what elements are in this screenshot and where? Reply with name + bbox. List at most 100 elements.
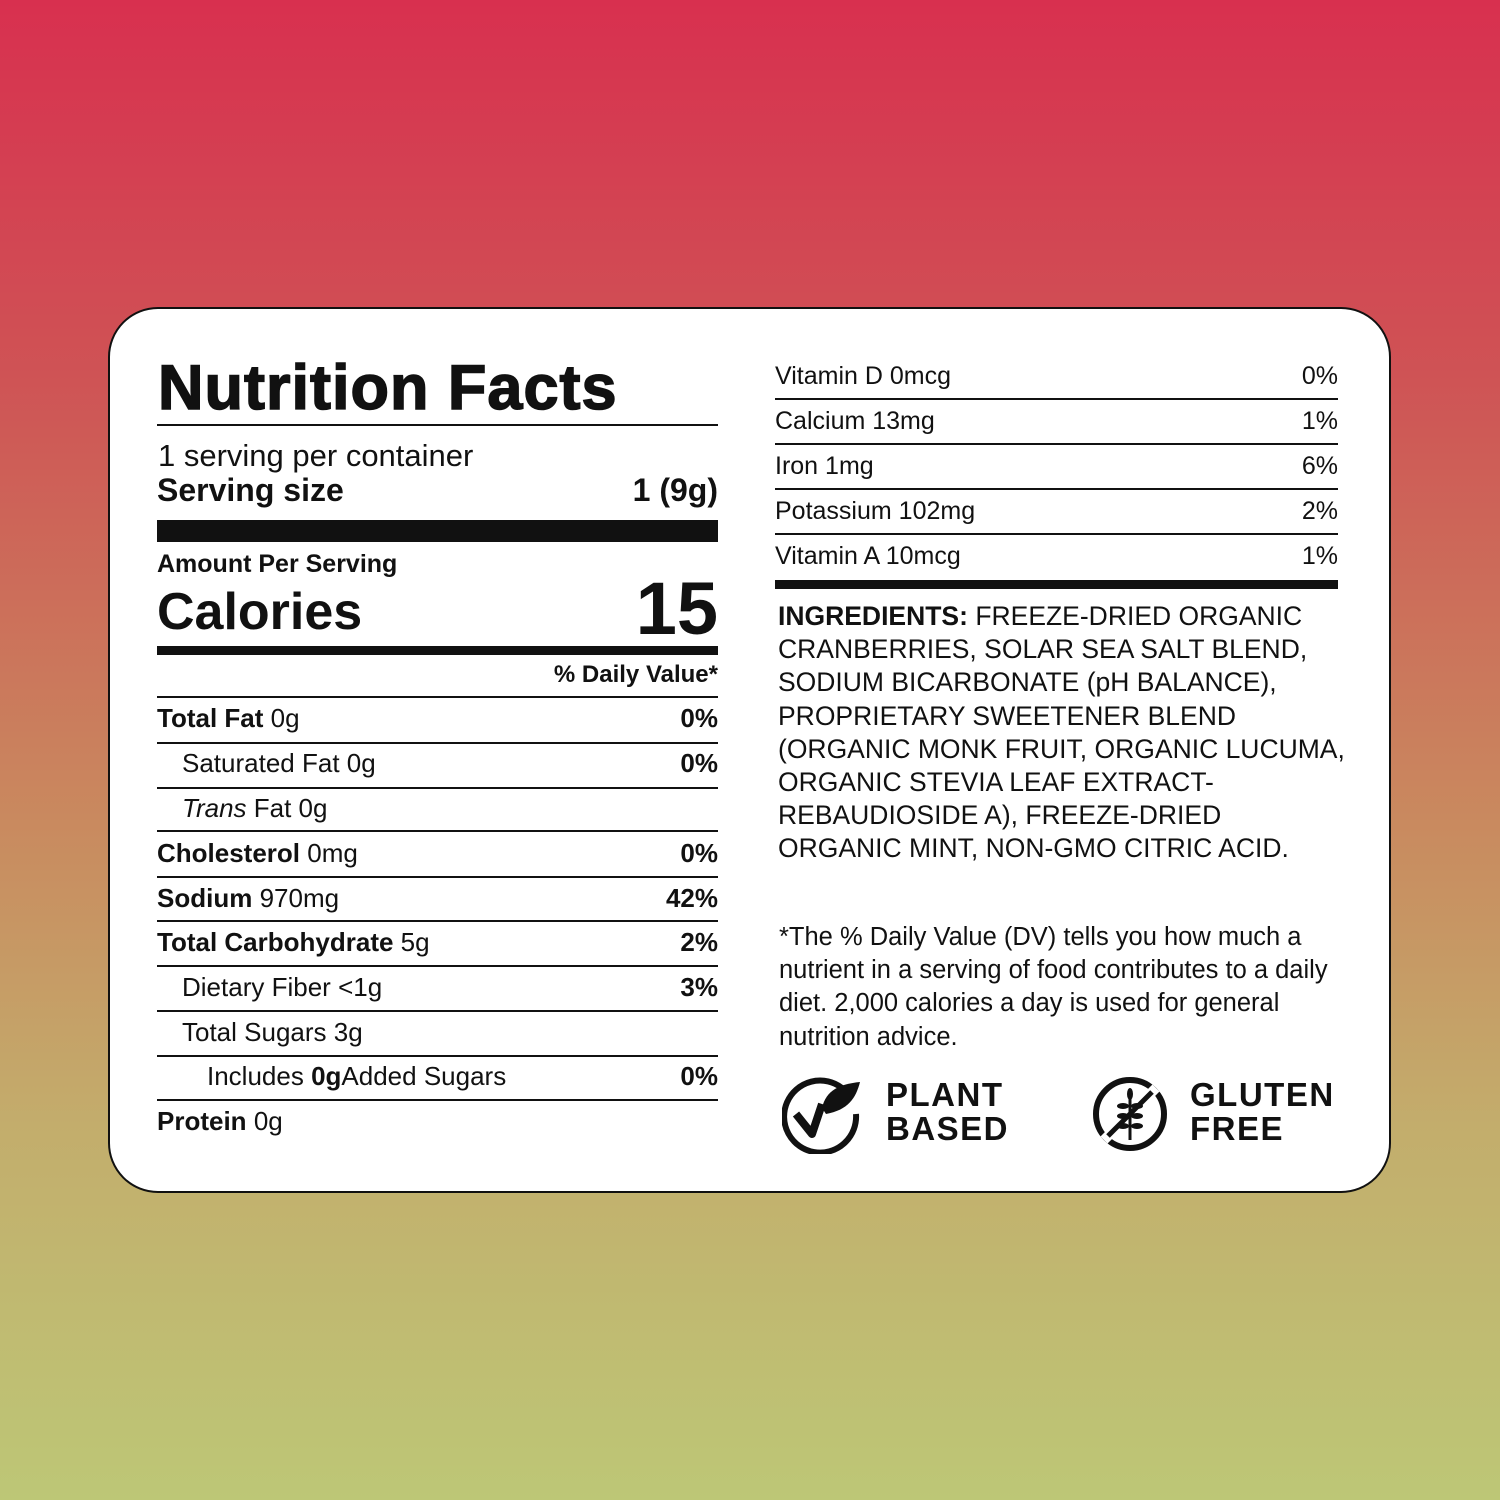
vitamin-dv: 6% — [1301, 452, 1338, 480]
nutrient-label: Sodium — [157, 883, 253, 913]
nutrient-row: Trans Fat 0g — [157, 793, 718, 824]
divider — [157, 424, 718, 426]
vitamin-amount: 102mg — [898, 497, 976, 525]
nutrient-dv: 0% — [680, 703, 718, 733]
nutrient-dv: 0% — [680, 748, 718, 778]
nutrient-label: Added Sugars — [341, 1061, 507, 1091]
nutrient-name: Includes 0gAdded Sugars — [157, 1061, 506, 1092]
vitamin-row: Potassium 102mg 2% — [775, 497, 1338, 526]
vitamin-name: Vitamin A 10mcg — [775, 542, 961, 571]
nutrient-dv: 2% — [680, 927, 718, 957]
nutrient-amount: 970mg — [259, 883, 340, 913]
nutrient-name: Total Fat 0g — [157, 703, 300, 734]
nutrient-amount: 0g — [270, 703, 300, 733]
divider — [157, 696, 718, 698]
vitamin-label: Vitamin D — [775, 362, 883, 390]
footnote: *The % Daily Value (DV) tells you how mu… — [779, 923, 1328, 1051]
nutrient-dv: 3% — [680, 972, 718, 1002]
vitamin-amount: 10mcg — [885, 542, 961, 570]
calories-value: 15 — [635, 567, 718, 650]
plant-based-check-leaf-icon — [781, 1074, 862, 1159]
vitamin-row: Vitamin A 10mcg 1% — [775, 542, 1338, 571]
serving-size-row: Serving size 1 (9g) — [157, 472, 718, 509]
vitamin-dv: 2% — [1301, 497, 1338, 525]
nutrient-row: Sodium 970mg 42% — [157, 883, 718, 914]
badge-line: FREE — [1190, 1110, 1285, 1147]
nutrient-amount: 0g — [253, 1106, 283, 1136]
nutrient-amount: 0g — [346, 748, 376, 778]
divider — [157, 1010, 718, 1012]
nutrient-dv: 0% — [680, 1061, 718, 1091]
badge-line: BASED — [886, 1110, 1010, 1147]
vitamin-label: Calcium — [775, 407, 866, 435]
nutrient-name: Trans Fat 0g — [157, 793, 327, 824]
nutrient-row: Cholesterol 0mg 0% — [157, 838, 718, 869]
nutrient-name: Cholesterol 0mg — [157, 838, 358, 869]
ingredients-label: INGREDIENTS: — [778, 601, 968, 631]
label-title: Nutrition Facts — [157, 352, 618, 424]
nutrient-row: Protein 0g — [157, 1106, 718, 1137]
vitamin-amount: 0mcg — [889, 362, 952, 390]
thick-divider — [157, 646, 718, 655]
nutrient-amount: 0mg — [307, 838, 358, 868]
nutrient-label: Dietary Fiber — [182, 972, 331, 1002]
nutrient-name: Sodium 970mg — [157, 883, 339, 914]
thick-divider — [775, 580, 1338, 589]
plant-based-badge: PLANT BASED — [886, 1078, 1009, 1146]
nutrient-name: Dietary Fiber <1g — [157, 972, 382, 1003]
nutrient-dv: 0% — [680, 838, 718, 868]
badge-line: PLANT — [886, 1076, 1004, 1113]
nutrient-label: Cholesterol — [157, 838, 301, 868]
divider — [775, 443, 1338, 445]
vitamin-row: Calcium 13mg 1% — [775, 407, 1338, 436]
nutrient-label: Includes — [207, 1061, 304, 1091]
nutrient-row: Total Fat 0g 0% — [157, 703, 718, 734]
vitamin-label: Iron — [775, 452, 819, 480]
nutrient-row: Total Sugars 3g — [157, 1017, 718, 1048]
divider — [775, 488, 1338, 490]
divider — [157, 742, 718, 744]
nutrient-amount: Fat 0g — [253, 793, 328, 823]
divider — [157, 1099, 718, 1101]
ingredients: INGREDIENTS: FREEZE-DRIED ORGANIC CRANBE… — [778, 600, 1348, 866]
divider — [157, 1055, 718, 1057]
nutrient-label: Total Sugars — [182, 1017, 327, 1047]
nutrient-label: Total Fat — [157, 703, 264, 733]
divider — [157, 876, 718, 878]
nutrient-amount: 3g — [333, 1017, 363, 1047]
vitamin-dv: 0% — [1301, 362, 1338, 390]
nutrient-name: Total Carbohydrate 5g — [157, 927, 430, 958]
nutrient-name: Saturated Fat 0g — [157, 748, 376, 779]
divider — [157, 787, 718, 789]
divider — [157, 920, 718, 922]
nutrient-name: Protein 0g — [157, 1106, 283, 1137]
vitamin-amount: 13mg — [872, 407, 935, 435]
vitamin-name: Vitamin D 0mcg — [775, 362, 951, 391]
nutrient-amount: <1g — [338, 972, 383, 1002]
divider — [775, 533, 1338, 535]
divider — [775, 398, 1338, 400]
nutrition-label-card — [108, 307, 1391, 1193]
nutrient-label: Saturated Fat — [182, 748, 340, 778]
daily-value-header: % Daily Value* — [553, 661, 718, 688]
gluten-free-wheat-icon — [1090, 1074, 1170, 1159]
divider — [157, 965, 718, 967]
vitamin-amount: 1mg — [825, 452, 874, 480]
divider — [157, 830, 718, 832]
amount-per-serving: Amount Per Serving — [157, 550, 398, 578]
vitamin-dv: 1% — [1301, 407, 1338, 435]
nutrient-row: Saturated Fat 0g 0% — [157, 748, 718, 779]
calories-label: Calories — [157, 583, 363, 641]
badge-line: GLUTEN — [1190, 1076, 1335, 1113]
ingredients-text: FREEZE-DRIED ORGANIC CRANBERRIES, SOLAR … — [778, 601, 1345, 864]
nutrient-label: Total Carbohydrate — [157, 927, 394, 957]
nutrient-row: Dietary Fiber <1g 3% — [157, 972, 718, 1003]
vitamin-dv: 1% — [1301, 542, 1338, 570]
nutrient-label: Protein — [157, 1106, 247, 1136]
thick-divider — [157, 520, 718, 542]
servings-per-container: 1 serving per container — [158, 438, 474, 473]
nutrient-amount: 0g — [311, 1061, 342, 1091]
nutrient-amount: 5g — [400, 927, 430, 957]
vitamin-label: Vitamin A — [775, 542, 879, 570]
gluten-free-badge: GLUTEN FREE — [1190, 1078, 1335, 1146]
